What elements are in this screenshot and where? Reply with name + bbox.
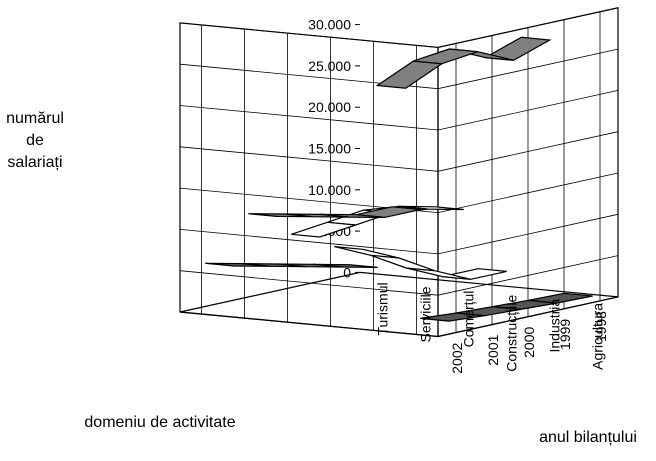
- series-segment: [375, 60, 444, 89]
- y-axis-title: numărul de salariați: [6, 110, 64, 171]
- chart-series: [205, 36, 593, 322]
- ribbon-construcțiile: [334, 246, 507, 280]
- category-label: Turismul: [375, 282, 391, 335]
- gridline-y: [179, 7, 619, 48]
- category-label: Serviciile: [418, 286, 434, 342]
- z-tick-labels: Turismul Serviciile Comerțul Construcțiile I…: [375, 282, 606, 371]
- y-tick-label: 15.000: [308, 141, 351, 157]
- y-tick-label: 0: [343, 264, 351, 280]
- gridline-y: [179, 255, 619, 296]
- x-tick-labels: 1998 1999 2000 2001 2002: [449, 311, 609, 374]
- y-tick-label: 30.000: [308, 17, 351, 33]
- year-label: 1998: [593, 311, 609, 342]
- y-tick-labels: 05.00010.00015.00020.00025.00030.00035.0…: [308, 17, 360, 280]
- ribbon-serviciile: [248, 206, 421, 219]
- gridline-y: [179, 213, 619, 255]
- gridline-y: [179, 131, 619, 172]
- depth-axis-title: domeniu de activitate: [84, 414, 236, 431]
- year-label: 2002: [449, 342, 465, 373]
- year-label: 2001: [485, 334, 501, 365]
- series-segment: [291, 221, 356, 238]
- series-segment: [370, 254, 435, 272]
- y-tick-label: 10.000: [308, 182, 351, 198]
- series-segment: [420, 312, 485, 322]
- year-label: 2000: [521, 326, 537, 357]
- chart-gridlines: [179, 7, 619, 335]
- gridline-y: [179, 48, 619, 90]
- category-label: Comerțul: [461, 291, 477, 348]
- y-tick-label: 25.000: [308, 58, 351, 74]
- category-label: Industria: [547, 299, 563, 353]
- ribbon-turismul: [205, 262, 378, 268]
- ribbon-agricultura: [420, 292, 593, 322]
- x-axis-title: anul bilanțului: [539, 429, 637, 446]
- floor: [179, 271, 619, 338]
- gridline-y: [179, 172, 619, 214]
- y-tick-label: 20.000: [308, 99, 351, 115]
- category-label: Construcțiile: [504, 294, 520, 371]
- series-segment: [205, 262, 270, 267]
- series-segment: [248, 213, 313, 218]
- category-label: Agricultura: [590, 303, 606, 370]
- series-segment: [334, 246, 399, 259]
- chart-walls: [179, 7, 619, 338]
- ribbon-industria: [375, 36, 552, 89]
- year-label: 1999: [557, 319, 573, 350]
- gridline-y: [179, 90, 619, 131]
